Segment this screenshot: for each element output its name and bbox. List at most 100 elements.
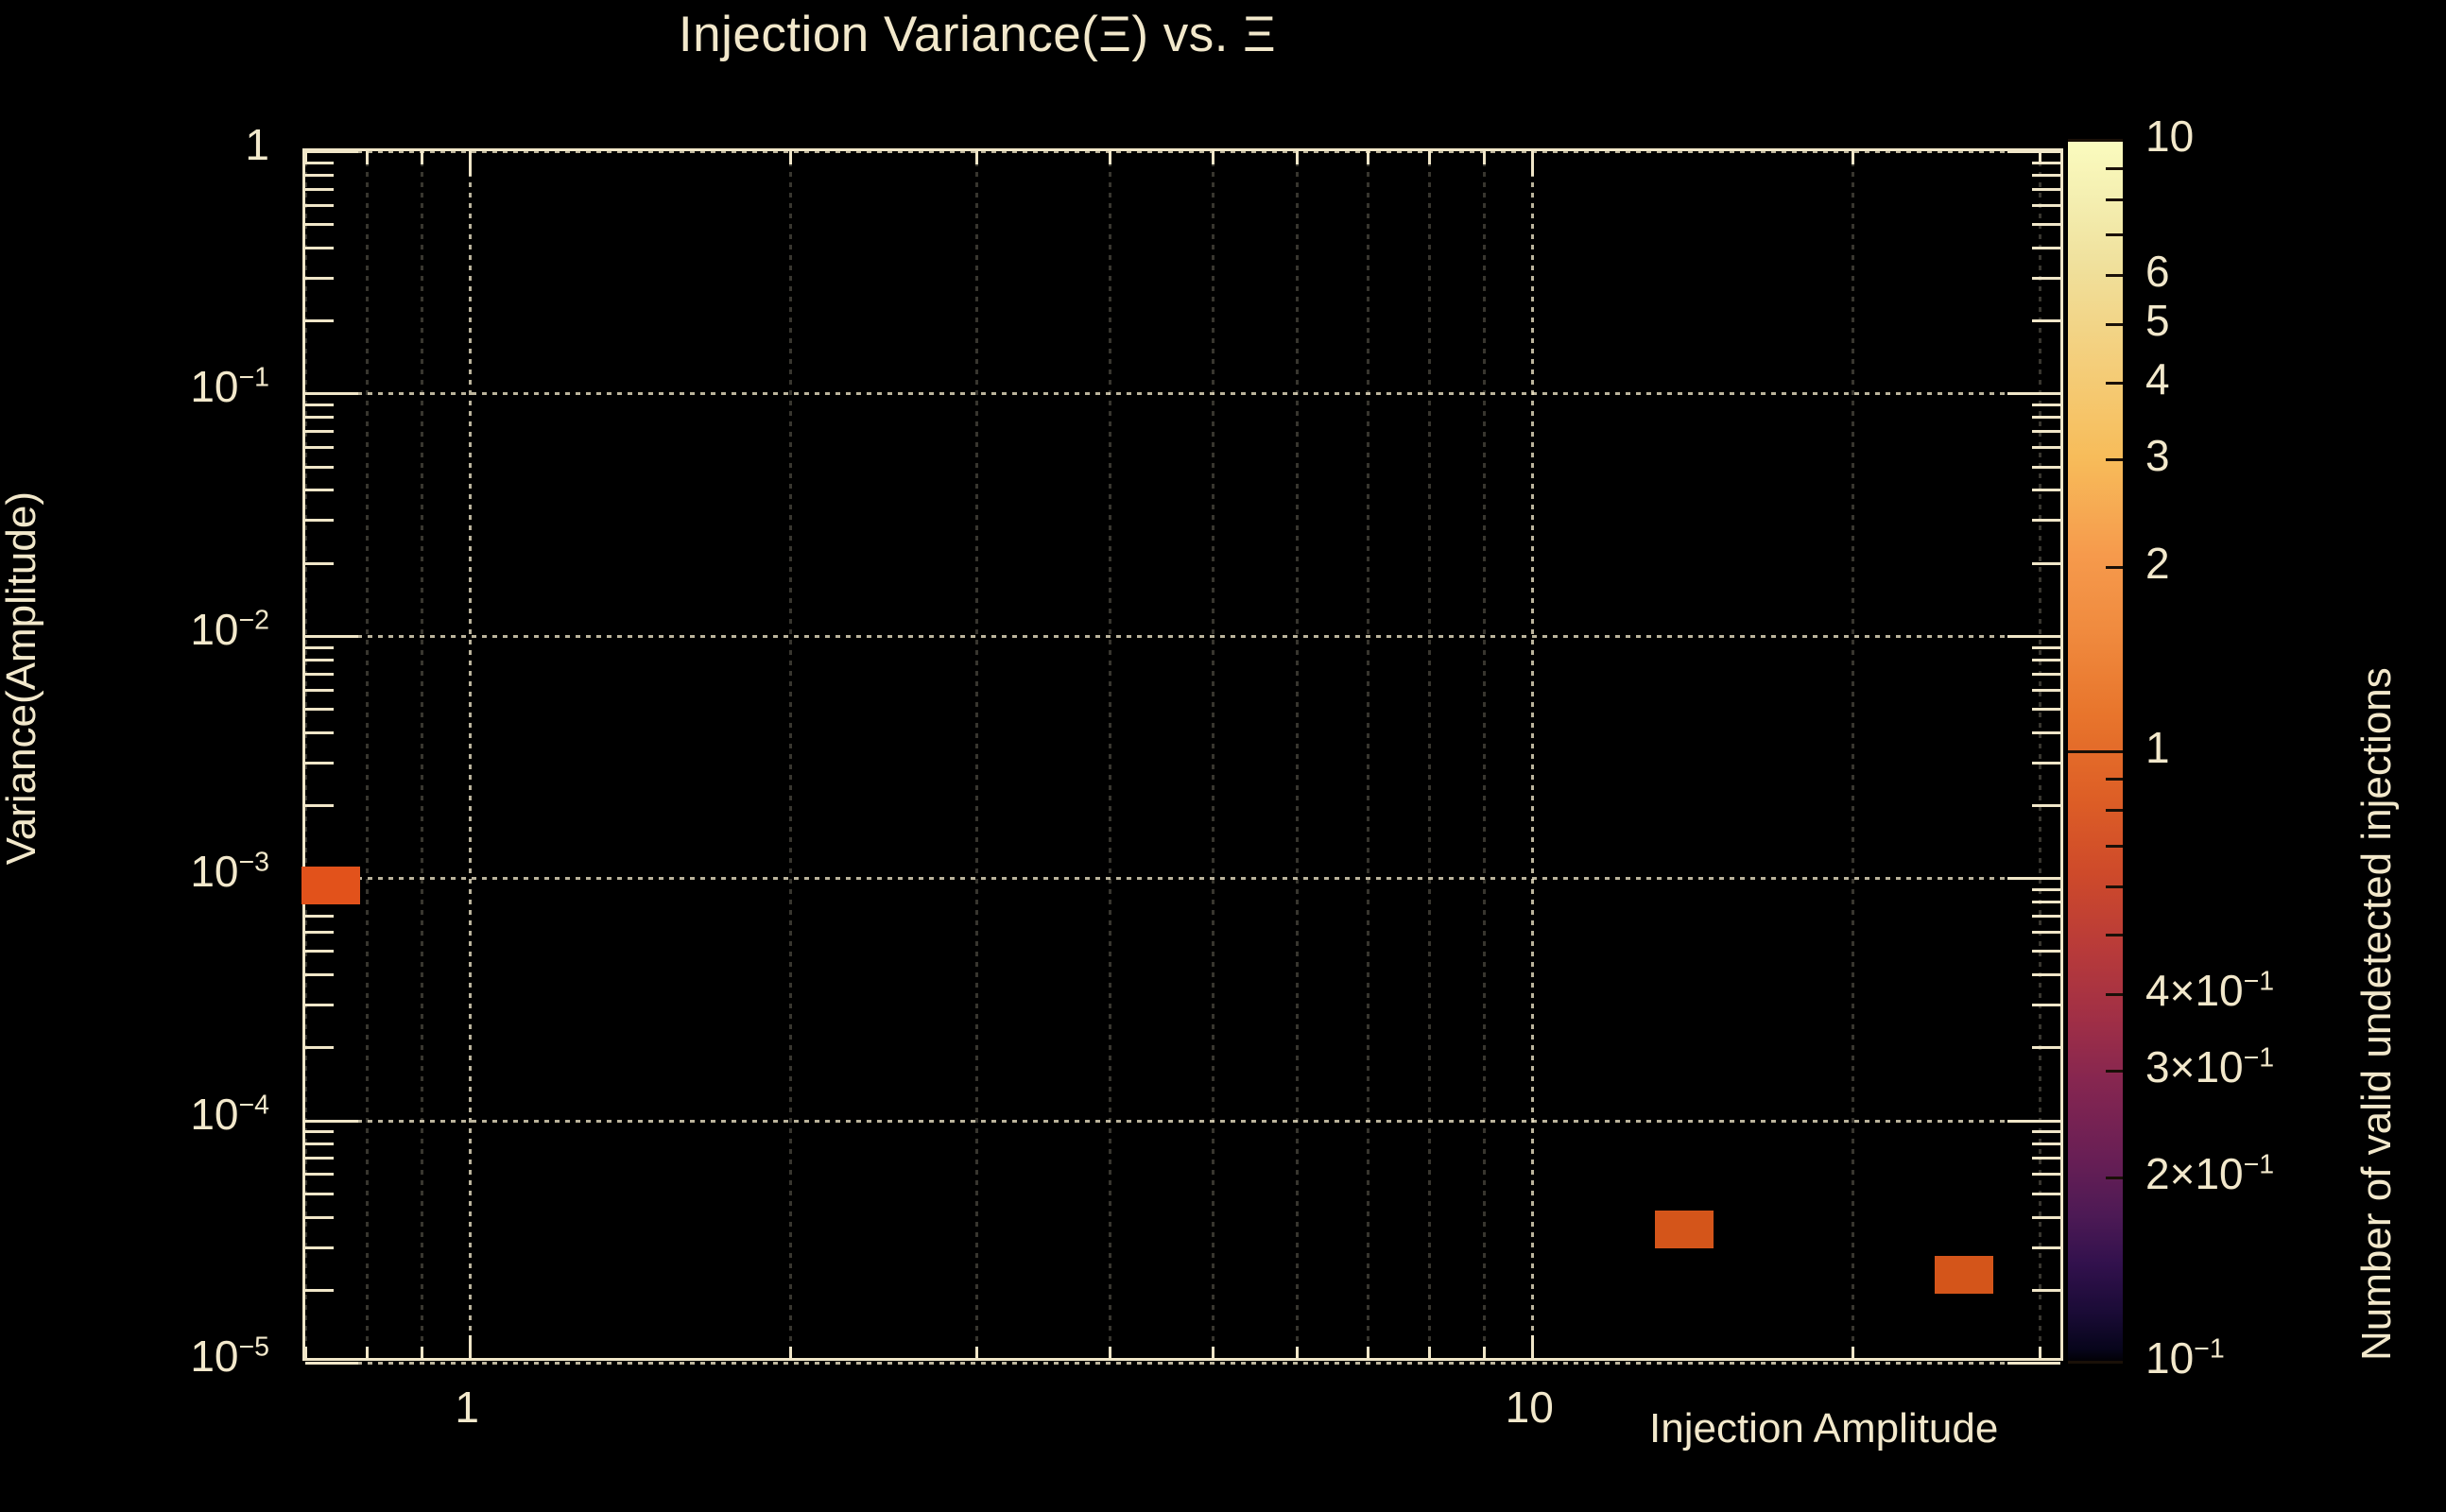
y-axis-tick-right <box>2032 645 2060 649</box>
y-axis-tick-right <box>2032 1288 2060 1292</box>
colorbar-tick-label: 2 <box>2145 538 2170 588</box>
y-axis-tick-right <box>2032 465 2060 469</box>
y-axis-tick-right <box>2032 901 2060 904</box>
cbar-tick-mantissa: 4×10 <box>2145 965 2244 1015</box>
x-axis-tick-minor <box>1428 1347 1432 1360</box>
colorbar-tick <box>2068 1361 2123 1364</box>
gridline-vertical-minor <box>1108 151 1111 1360</box>
y-axis-tick-right <box>2032 688 2060 692</box>
x-axis-tick-top <box>1108 151 1111 164</box>
y-axis-tick-minor <box>305 173 334 177</box>
y-axis-tick-right <box>2032 187 2060 191</box>
colorbar-tick <box>2106 885 2123 888</box>
colorbar-tick <box>2106 809 2123 813</box>
cbar-tick-exponent: −1 <box>2243 1042 2275 1074</box>
y-axis-tick-label: 10−2 <box>99 604 269 655</box>
page-title: Injection Variance(Ξ) vs. Ξ <box>0 6 2446 63</box>
colorbar-tick <box>2106 166 2123 170</box>
x-axis-tick-minor <box>1482 1347 1486 1360</box>
y-axis-tick-right <box>2032 672 2060 676</box>
colorbar-tick <box>2106 565 2123 569</box>
colorbar <box>2068 139 2123 1364</box>
y-axis-tick-right <box>2032 161 2060 164</box>
colorbar-tick-label: 10 <box>2145 112 2195 161</box>
y-axis-tick-label: 1 <box>245 120 269 169</box>
y-axis-tick-minor <box>305 707 334 711</box>
y-axis-tick-right <box>2007 634 2060 638</box>
y-axis-tick-right <box>2032 761 2060 765</box>
y-axis-tick-minor <box>305 161 334 164</box>
y-axis-tick-right <box>2032 561 2060 565</box>
x-axis-tick-minor <box>1295 1347 1299 1360</box>
y-axis-tick-right <box>2032 173 2060 177</box>
y-axis-tick-right <box>2032 223 2060 227</box>
y-axis-title: Variance(Amplitude) <box>0 491 44 866</box>
y-axis-tick-major <box>305 634 358 638</box>
gridline-vertical-minor <box>1211 151 1214 1360</box>
y-axis-tick-right <box>2032 319 2060 323</box>
y-axis-tick-major <box>305 1119 358 1123</box>
y-axis-tick-minor <box>305 1246 334 1249</box>
y-axis-tick-right <box>2032 1173 2060 1177</box>
x-axis-tick-top <box>1367 151 1370 164</box>
plot-area <box>301 148 2060 1365</box>
x-axis-tick-top <box>420 151 423 164</box>
colorbar-tick-label: 5 <box>2145 295 2170 345</box>
colorbar-tick <box>2106 233 2123 237</box>
y-axis-tick-right <box>2032 887 2060 891</box>
y-axis-tick-right <box>2032 931 2060 935</box>
y-axis-tick-minor <box>305 730 334 734</box>
y-tick-mantissa: 10 <box>190 362 239 412</box>
colorbar-tick <box>2106 322 2123 326</box>
y-axis-tick-right <box>2032 1130 2060 1134</box>
gridline-horizontal <box>305 634 2060 638</box>
colorbar-tick <box>2106 778 2123 782</box>
colorbar-tick <box>2106 934 2123 937</box>
colorbar-tick <box>2068 749 2123 753</box>
y-axis-tick-right <box>2032 707 2060 711</box>
y-axis-tick-right <box>2032 1157 2060 1160</box>
y-axis-tick-right <box>2032 1046 2060 1050</box>
y-axis-tick-right <box>2032 203 2060 207</box>
colorbar-tick-label: 3×10−1 <box>2145 1041 2274 1092</box>
y-axis-tick-minor <box>305 187 334 191</box>
x-axis-tick-minor <box>1108 1347 1111 1360</box>
colorbar-tick-label: 1 <box>2145 722 2170 772</box>
gridline-vertical-minor <box>420 151 423 1360</box>
gridline-horizontal <box>305 150 2060 153</box>
y-tick-mantissa: 10 <box>190 604 239 654</box>
colorbar-tick-label: 2×10−1 <box>2145 1148 2274 1199</box>
gridline-vertical-minor <box>975 151 979 1360</box>
y-axis-tick-minor <box>305 688 334 692</box>
colorbar-tick-label: 6 <box>2145 247 2170 297</box>
y-tick-mantissa: 10 <box>190 1332 239 1381</box>
plot-title-text: Injection Variance(Ξ) vs. Ξ <box>678 7 1277 62</box>
y-axis-tick-minor <box>305 1215 334 1219</box>
y-axis-tick-minor <box>305 203 334 207</box>
y-tick-exponent: −4 <box>238 1090 269 1121</box>
x-axis-tick-label: 10 <box>1505 1383 1554 1432</box>
y-axis-tick-right <box>2032 1004 2060 1007</box>
gridline-vertical <box>1531 151 1535 1360</box>
colorbar-tick <box>2106 274 2123 278</box>
gridline-vertical <box>469 151 473 1360</box>
y-axis-tick-minor <box>305 247 334 250</box>
colorbar-tick <box>2106 198 2123 201</box>
y-axis-tick-minor <box>305 1173 334 1177</box>
y-axis-tick-minor <box>305 416 334 420</box>
cbar-tick-exponent: −1 <box>2243 1150 2275 1181</box>
x-axis-tick-top <box>1482 151 1486 164</box>
y-axis-tick-minor <box>305 1288 334 1292</box>
y-axis-tick-minor <box>305 404 334 407</box>
x-axis-tick-major <box>1531 1335 1535 1360</box>
colorbar-tick-label: 10−1 <box>2145 1332 2225 1383</box>
y-axis-tick-minor <box>305 658 334 662</box>
y-axis-tick-right <box>2032 430 2060 434</box>
gridline-horizontal <box>305 1362 2060 1365</box>
y-axis-tick-right <box>2007 1362 2060 1365</box>
y-axis-tick-minor <box>305 914 334 918</box>
colorbar-tick <box>2106 1069 2123 1073</box>
x-axis-tick-minor <box>1367 1347 1370 1360</box>
y-axis-tick-right <box>2032 950 2060 954</box>
y-axis-tick-right <box>2032 914 2060 918</box>
